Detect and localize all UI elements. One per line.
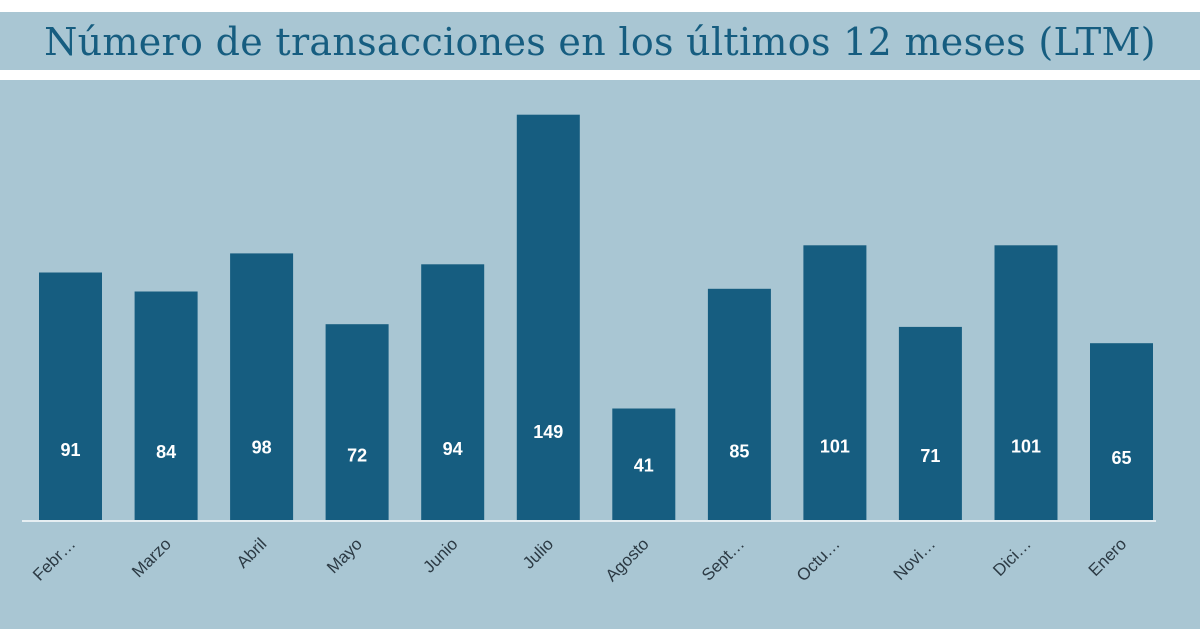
x-tick-label-10: Novi… [890, 534, 940, 584]
value-label-11: 101 [1011, 437, 1041, 457]
bar-10 [898, 326, 962, 520]
bar-7 [612, 408, 676, 520]
chart-panel: 91 84 98 72 94 149 41 85 101 71 101 65 Febr… Marzo Ab… [0, 80, 1200, 629]
x-tick-label-8: Sept… [698, 534, 748, 584]
bar-5 [421, 264, 485, 520]
x-tick-label-4: Mayo [323, 534, 366, 577]
value-label-8: 85 [729, 442, 749, 462]
bar-chart: 91 84 98 72 94 149 41 85 101 71 101 65 Febr… Marzo Ab… [22, 114, 1156, 585]
x-tick-label-12: Enero [1085, 534, 1131, 580]
value-label-9: 101 [820, 437, 850, 457]
bar-1 [39, 272, 102, 520]
value-label-3: 98 [252, 438, 272, 458]
bar-11 [994, 245, 1058, 521]
chart-title: Número de transacciones en los últimos 1… [44, 20, 1156, 64]
bar-4 [325, 324, 389, 520]
x-tick-label-7: Agosto [602, 534, 653, 585]
value-label-1: 91 [60, 440, 80, 460]
bar-2 [134, 291, 198, 520]
value-label-5: 94 [443, 439, 463, 459]
x-tick-label-9: Octu… [793, 534, 844, 585]
bar-6 [516, 114, 580, 520]
value-label-4: 72 [347, 446, 367, 466]
bars-layer [39, 114, 1153, 521]
value-labels-layer: 91 84 98 72 94 149 41 85 101 71 101 65 [60, 422, 1131, 476]
value-label-10: 71 [920, 446, 940, 466]
x-tick-labels-layer: Febr… Marzo Abril Mayo Junio Julio Agosto Sept…… [29, 534, 1130, 585]
x-tick-label-2: Marzo [128, 534, 175, 581]
x-tick-label-1: Febr… [29, 534, 79, 584]
bar-12 [1090, 343, 1153, 520]
x-tick-label-11: Dici… [989, 534, 1034, 579]
value-label-6: 149 [533, 422, 563, 442]
x-tick-label-3: Abril [233, 534, 270, 571]
bar-8 [707, 288, 771, 520]
bar-3 [230, 253, 294, 520]
x-tick-label-5: Junio [419, 534, 461, 576]
x-tick-label-6: Julio [519, 534, 557, 572]
value-label-2: 84 [156, 442, 176, 462]
bar-9 [803, 245, 867, 521]
value-label-12: 65 [1111, 448, 1131, 468]
value-label-7: 41 [634, 455, 654, 475]
title-band [0, 12, 1200, 70]
